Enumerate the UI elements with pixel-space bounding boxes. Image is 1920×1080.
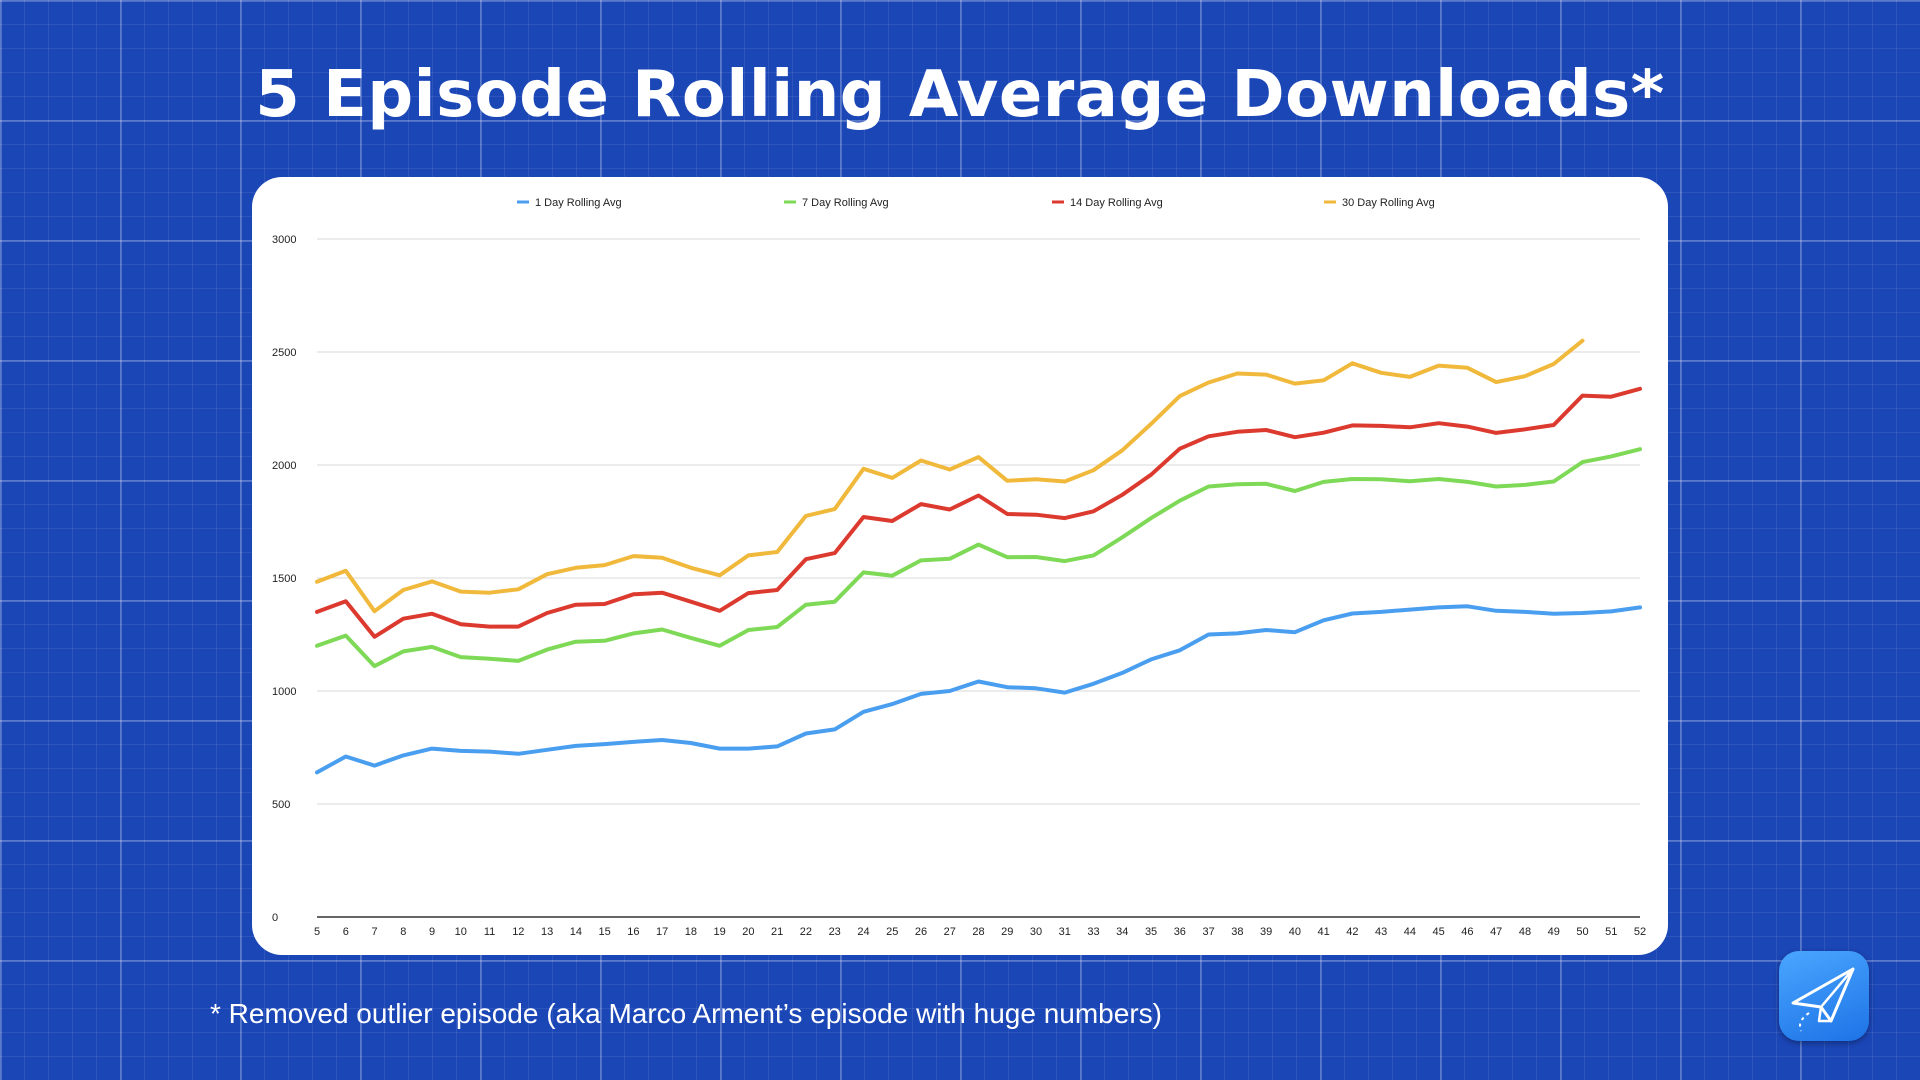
- x-tick-label: 52: [1634, 926, 1646, 938]
- y-tick-label: 1500: [272, 573, 296, 585]
- x-tick-label: 10: [455, 926, 467, 938]
- x-tick-label: 42: [1346, 926, 1358, 938]
- x-tick-label: 13: [541, 926, 553, 938]
- footnote: * Removed outlier episode (aka Marco Arm…: [210, 998, 1162, 1029]
- series-0: [315, 604, 1642, 775]
- series-line: [315, 338, 1585, 614]
- x-tick-label: 45: [1433, 926, 1445, 938]
- x-tick-label: 33: [1087, 926, 1099, 938]
- series-3: [315, 338, 1585, 614]
- legend-item: 14 Day Rolling Avg: [1052, 197, 1163, 209]
- y-tick-label: 3000: [272, 234, 296, 246]
- x-axis: 5 6 7 8 9 10 11 12 13 14 15 16 17 18 19 20 21 22 23 24 25 26 2…: [314, 916, 1646, 938]
- y-axis: 0 500 1000 1500 2000 2500 3000: [272, 234, 296, 924]
- x-tick-label: 24: [857, 926, 869, 938]
- x-tick-label: 16: [627, 926, 639, 938]
- y-tick-label: 0: [272, 912, 278, 924]
- x-tick-label: 21: [771, 926, 783, 938]
- x-tick-label: 23: [829, 926, 841, 938]
- x-tick-label: 44: [1404, 926, 1416, 938]
- x-tick-label: 29: [1001, 926, 1013, 938]
- x-tick-label: 48: [1519, 926, 1531, 938]
- x-tick-label: 30: [1030, 926, 1042, 938]
- x-tick-label: 26: [915, 926, 927, 938]
- x-tick-label: 7: [371, 926, 377, 938]
- y-tick-label: 500: [272, 799, 290, 811]
- paper-plane-icon: [1779, 951, 1869, 1041]
- x-tick-label: 36: [1174, 926, 1186, 938]
- line-chart: 1 Day Rolling Avg 7 Day Rolling Avg 14 Day…: [272, 197, 1646, 938]
- x-tick-label: 12: [512, 926, 524, 938]
- x-tick-label: 17: [656, 926, 668, 938]
- series-line: [315, 604, 1642, 775]
- x-tick-label: 5: [314, 926, 320, 938]
- x-tick-label: 31: [1059, 926, 1071, 938]
- x-tick-label: 8: [400, 926, 406, 938]
- chart-grid: [317, 238, 1640, 805]
- legend-label: 14 Day Rolling Avg: [1070, 197, 1163, 209]
- legend-item: 1 Day Rolling Avg: [517, 197, 622, 209]
- series-2: [315, 386, 1642, 639]
- x-tick-label: 11: [484, 926, 495, 938]
- chart-legend: 1 Day Rolling Avg 7 Day Rolling Avg 14 Day…: [517, 197, 1435, 209]
- legend-label: 30 Day Rolling Avg: [1342, 197, 1435, 209]
- legend-label: 7 Day Rolling Avg: [802, 197, 889, 209]
- x-tick-label: 18: [685, 926, 697, 938]
- x-tick-label: 39: [1260, 926, 1272, 938]
- series-line: [315, 447, 1642, 669]
- x-tick-label: 28: [972, 926, 984, 938]
- x-tick-label: 20: [742, 926, 754, 938]
- x-tick-label: 47: [1490, 926, 1502, 938]
- legend-item: 7 Day Rolling Avg: [784, 197, 889, 209]
- series-line: [315, 386, 1642, 639]
- x-tick-label: 14: [570, 926, 582, 938]
- x-tick-label: 37: [1202, 926, 1214, 938]
- x-tick-label: 34: [1116, 926, 1128, 938]
- x-tick-label: 6: [343, 926, 349, 938]
- x-tick-label: 38: [1231, 926, 1243, 938]
- x-tick-label: 35: [1145, 926, 1157, 938]
- chart-series: [315, 338, 1642, 775]
- x-tick-label: 43: [1375, 926, 1387, 938]
- slide-title: 5 Episode Rolling Average Downloads*: [255, 58, 1665, 132]
- x-tick-label: 49: [1548, 926, 1560, 938]
- x-tick-label: 41: [1318, 926, 1330, 938]
- x-tick-label: 46: [1461, 926, 1473, 938]
- x-tick-label: 15: [598, 926, 610, 938]
- y-tick-label: 2000: [272, 460, 296, 472]
- y-tick-label: 2500: [272, 347, 296, 359]
- y-tick-label: 1000: [272, 686, 296, 698]
- x-tick-label: 25: [886, 926, 898, 938]
- series-1: [315, 447, 1642, 669]
- x-tick-label: 9: [429, 926, 435, 938]
- x-tick-label: 51: [1605, 926, 1617, 938]
- x-tick-label: 27: [944, 926, 956, 938]
- x-tick-label: 50: [1576, 926, 1588, 938]
- chart-card: 1 Day Rolling Avg 7 Day Rolling Avg 14 Day…: [252, 177, 1668, 955]
- legend-item: 30 Day Rolling Avg: [1324, 197, 1435, 209]
- x-tick-label: 40: [1289, 926, 1301, 938]
- legend-label: 1 Day Rolling Avg: [535, 197, 622, 209]
- x-tick-label: 22: [800, 926, 812, 938]
- x-tick-label: 19: [714, 926, 726, 938]
